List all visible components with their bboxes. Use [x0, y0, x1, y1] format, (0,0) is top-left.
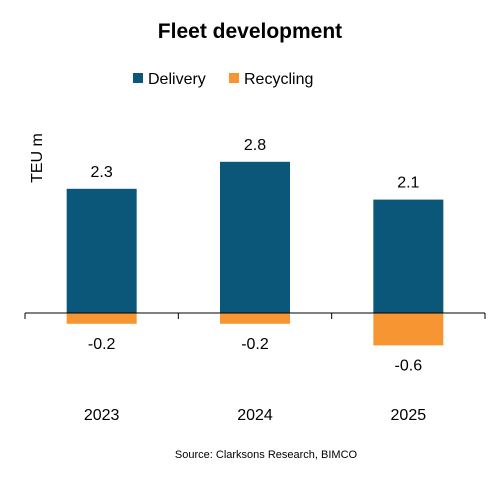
source-note: Source: Clarksons Research, BIMCO — [175, 449, 358, 461]
bar-recycling-2023 — [66, 313, 137, 324]
data-label-delivery-2024: 2.8 — [244, 137, 266, 154]
data-label-recycling-2025: -0.6 — [395, 357, 423, 374]
data-labels: 2.3 -0.2 2.8 -0.2 2.1 -0.6 — [88, 137, 422, 375]
legend: Delivery Recycling — [133, 71, 313, 88]
bar-delivery-2023 — [66, 188, 137, 313]
bar-recycling-2024 — [220, 313, 290, 324]
data-label-delivery-2023: 2.3 — [91, 164, 113, 181]
x-tick-label-2024: 2024 — [237, 407, 273, 424]
legend-swatch-recycling — [229, 73, 239, 83]
x-tick-label-2025: 2025 — [391, 407, 427, 424]
data-label-recycling-2023: -0.2 — [88, 336, 116, 353]
data-label-recycling-2024: -0.2 — [241, 336, 269, 353]
bar-delivery-2025 — [373, 199, 444, 313]
legend-label-recycling: Recycling — [244, 71, 313, 88]
x-tick-label-2023: 2023 — [84, 407, 120, 424]
bar-recycling-2025 — [373, 313, 444, 346]
chart-title: Fleet development — [158, 20, 342, 43]
bar-delivery-2024 — [220, 161, 290, 313]
bars — [66, 161, 444, 346]
x-axis — [24, 312, 486, 319]
x-tick-labels: 2023 2024 2025 — [84, 407, 426, 424]
legend-label-delivery: Delivery — [148, 71, 206, 88]
legend-swatch-delivery — [133, 73, 143, 83]
y-axis-label: TEU m — [29, 133, 46, 183]
data-label-delivery-2025: 2.1 — [397, 175, 419, 192]
